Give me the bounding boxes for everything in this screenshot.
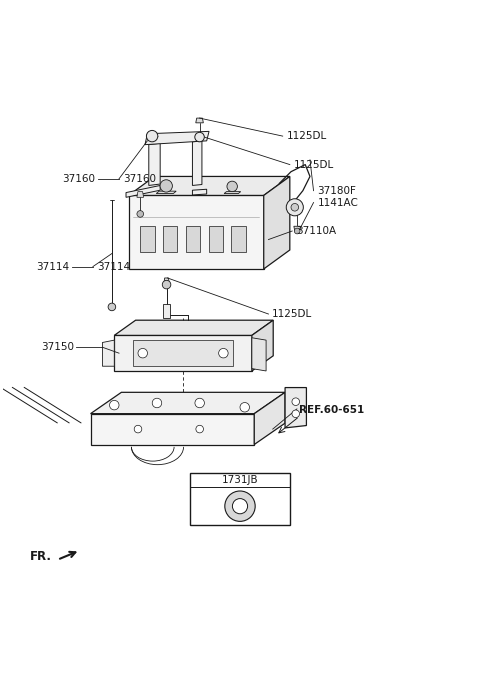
Text: 1141AC: 1141AC: [317, 197, 358, 208]
Polygon shape: [114, 336, 252, 371]
Circle shape: [108, 303, 116, 311]
Polygon shape: [91, 414, 254, 445]
Circle shape: [227, 182, 238, 192]
Polygon shape: [129, 195, 264, 269]
Polygon shape: [294, 226, 300, 231]
Text: 1125DL: 1125DL: [294, 160, 334, 170]
Polygon shape: [156, 191, 176, 194]
Circle shape: [195, 398, 204, 408]
Polygon shape: [252, 338, 266, 371]
Circle shape: [152, 398, 162, 408]
Circle shape: [138, 349, 147, 358]
Polygon shape: [163, 303, 170, 318]
Polygon shape: [186, 226, 200, 252]
Circle shape: [134, 425, 142, 433]
Polygon shape: [102, 340, 114, 366]
Polygon shape: [192, 189, 207, 195]
Circle shape: [146, 130, 158, 142]
Text: 37114: 37114: [96, 262, 130, 271]
Polygon shape: [133, 340, 233, 366]
Text: 1731JB: 1731JB: [222, 475, 258, 485]
Polygon shape: [252, 320, 273, 371]
Circle shape: [160, 179, 172, 192]
Polygon shape: [264, 177, 290, 269]
Circle shape: [291, 203, 299, 211]
Text: 37180F: 37180F: [317, 186, 356, 196]
Circle shape: [292, 410, 300, 418]
Text: 37110A: 37110A: [296, 226, 336, 236]
Polygon shape: [129, 177, 290, 195]
Circle shape: [292, 398, 300, 406]
Polygon shape: [224, 192, 240, 194]
Circle shape: [196, 425, 204, 433]
Polygon shape: [137, 192, 144, 197]
Polygon shape: [114, 320, 273, 336]
Polygon shape: [231, 226, 246, 252]
Polygon shape: [126, 186, 160, 197]
Polygon shape: [145, 132, 209, 145]
Circle shape: [225, 491, 255, 521]
Polygon shape: [192, 141, 202, 186]
Polygon shape: [163, 226, 178, 252]
Polygon shape: [164, 278, 169, 285]
Text: 37160: 37160: [123, 174, 156, 184]
Text: 1125DL: 1125DL: [287, 131, 327, 141]
Polygon shape: [254, 393, 285, 445]
Text: FR.: FR.: [30, 551, 52, 564]
Circle shape: [240, 403, 250, 412]
Polygon shape: [91, 393, 285, 414]
Circle shape: [232, 499, 248, 514]
Text: 1125DL: 1125DL: [272, 309, 312, 319]
Circle shape: [109, 400, 119, 410]
Circle shape: [195, 132, 204, 142]
Circle shape: [219, 349, 228, 358]
Polygon shape: [190, 473, 290, 525]
Polygon shape: [285, 388, 306, 428]
Text: 37160: 37160: [62, 174, 96, 184]
Circle shape: [286, 199, 303, 216]
Polygon shape: [149, 143, 160, 186]
Polygon shape: [209, 226, 223, 252]
Text: REF.60-651: REF.60-651: [300, 405, 364, 415]
Polygon shape: [196, 118, 204, 123]
Circle shape: [162, 280, 171, 289]
Text: 37150: 37150: [41, 342, 74, 352]
Circle shape: [294, 228, 300, 234]
Text: 37114: 37114: [36, 262, 69, 271]
Circle shape: [137, 210, 144, 217]
Polygon shape: [140, 226, 155, 252]
